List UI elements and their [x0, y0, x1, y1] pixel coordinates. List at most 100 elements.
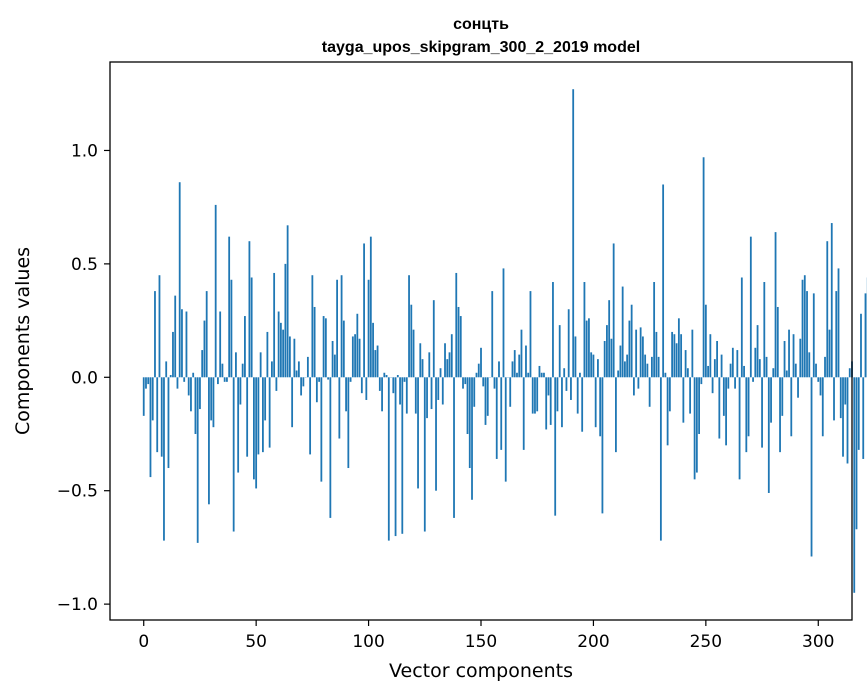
bar	[567, 309, 570, 378]
bar	[837, 268, 840, 378]
bar	[172, 331, 174, 378]
bar	[826, 241, 829, 378]
bar	[597, 359, 599, 378]
bar	[704, 304, 707, 378]
bar	[581, 377, 584, 432]
bar	[799, 338, 802, 378]
bar	[185, 311, 188, 378]
bar	[561, 377, 563, 428]
bar	[250, 277, 253, 378]
bar	[565, 377, 568, 391]
bar	[160, 377, 163, 457]
bar	[853, 377, 856, 593]
bar	[183, 377, 186, 382]
bar	[745, 377, 748, 453]
bar	[803, 275, 806, 378]
bar	[698, 377, 700, 434]
bar	[244, 316, 246, 378]
bar	[358, 338, 361, 378]
bar	[767, 377, 770, 493]
bar	[208, 377, 210, 505]
bar	[725, 377, 727, 446]
bar	[255, 377, 258, 489]
bar	[754, 347, 757, 378]
bar	[857, 377, 860, 450]
bar	[156, 377, 159, 453]
bar	[437, 377, 440, 400]
bar	[788, 329, 790, 378]
bar	[579, 372, 581, 378]
bar	[797, 377, 799, 398]
bar	[684, 350, 687, 378]
bar	[495, 377, 498, 459]
bar	[498, 361, 500, 378]
bar	[392, 377, 395, 394]
bar	[792, 334, 795, 378]
bar	[482, 377, 485, 387]
bar	[776, 306, 779, 378]
bar	[666, 377, 669, 446]
bar	[372, 322, 374, 378]
bar	[374, 350, 377, 378]
y-axis-label: Components values	[12, 247, 34, 435]
bar	[516, 372, 518, 378]
bar	[376, 345, 379, 378]
bar	[731, 347, 734, 378]
bar	[641, 336, 644, 378]
bar	[257, 377, 260, 455]
bar	[293, 338, 296, 378]
bar	[345, 377, 347, 412]
bar	[291, 377, 294, 428]
bar	[158, 275, 161, 378]
bar	[196, 377, 199, 543]
bar	[149, 377, 152, 478]
bar	[199, 377, 201, 410]
bar	[412, 329, 415, 378]
bar	[846, 377, 849, 464]
bar	[554, 377, 557, 516]
bar	[169, 375, 172, 378]
bar	[428, 352, 431, 378]
bar	[210, 377, 213, 421]
bar	[572, 89, 575, 378]
bar	[612, 243, 615, 378]
bar	[484, 377, 487, 425]
bar	[736, 350, 739, 378]
bar	[394, 377, 397, 537]
bar	[509, 377, 512, 407]
bar	[302, 377, 305, 387]
bar	[655, 331, 658, 378]
bar	[749, 236, 752, 378]
bar	[574, 336, 577, 378]
bar	[657, 356, 660, 378]
bar	[248, 241, 251, 378]
bar	[430, 377, 433, 410]
bar	[201, 350, 204, 378]
bar	[154, 291, 156, 378]
bar	[163, 377, 165, 541]
bar	[318, 377, 321, 382]
bar	[297, 361, 300, 378]
bar	[174, 295, 177, 378]
bar	[473, 377, 476, 407]
bar	[817, 377, 820, 382]
chart-title: сонцть	[453, 16, 509, 33]
bar	[783, 341, 786, 378]
bar	[264, 377, 267, 421]
bar	[608, 300, 611, 378]
bar	[781, 377, 784, 416]
x-tick-label: 150	[465, 632, 497, 652]
bar	[713, 359, 716, 378]
bar	[230, 279, 233, 378]
bar	[235, 352, 237, 378]
bar	[619, 345, 622, 378]
bar	[790, 377, 793, 437]
bar	[262, 377, 264, 453]
bar	[536, 377, 539, 412]
x-tick-label: 50	[245, 632, 267, 652]
bar	[277, 311, 280, 378]
bar	[217, 377, 219, 385]
bar	[212, 377, 215, 428]
bar	[534, 377, 536, 414]
